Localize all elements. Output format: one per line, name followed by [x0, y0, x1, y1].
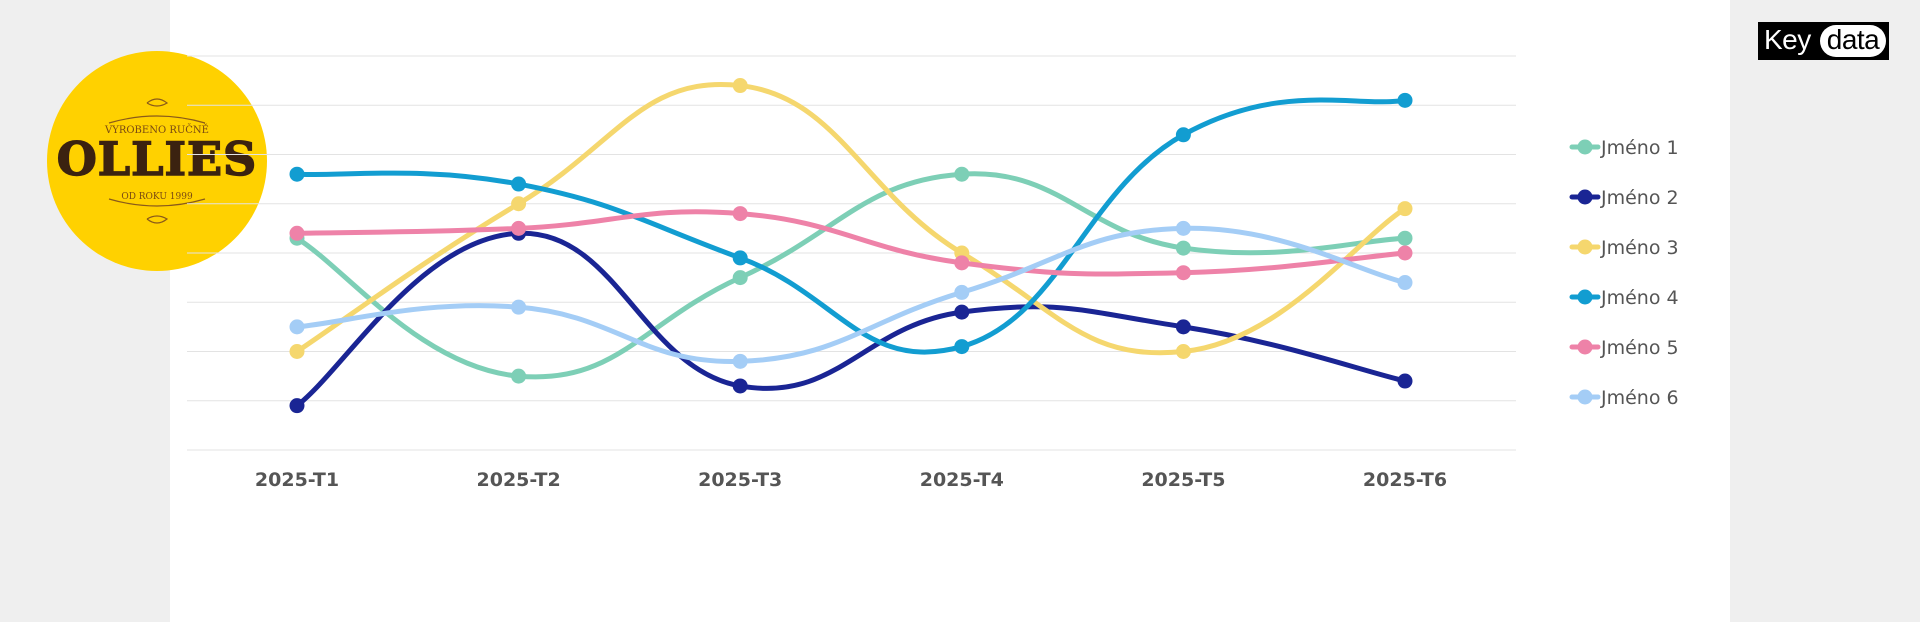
chart-x-axis: 2025-T1 2025-T2 2025-T3 2025-T4 2025-T5 2025-… [255, 469, 1447, 491]
x-tick-label: 2025-T6 [1363, 469, 1447, 491]
data-point-s3-6 [1397, 201, 1413, 217]
logo-top-text: VYROBENO RUČNĚ [104, 124, 209, 136]
ollies-logo: VYROBENO RUČNĚ OLLIES OD ROKU 1999 [47, 51, 267, 271]
legend-label: Jméno 2 [1600, 187, 1679, 209]
data-point-s6-3 [732, 353, 748, 369]
x-tick-label: 2025-T4 [920, 469, 1004, 491]
x-tick-label: 2025-T1 [255, 469, 339, 491]
data-point-s6-2 [511, 299, 527, 315]
data-point-s3-5 [1175, 344, 1191, 359]
series-line-2 [294, 230, 1408, 409]
legend-item-6: Jméno 6 [1569, 387, 1679, 409]
data-point-s6-6 [1397, 275, 1413, 291]
data-point-s6-4 [954, 284, 970, 300]
legend-swatch-marker [1577, 189, 1593, 205]
keydata-brand-badge: Key data [1758, 22, 1890, 60]
data-point-s2-6 [1397, 373, 1413, 389]
chart-panel [170, 0, 1730, 622]
chart-legend: Jméno 1 Jméno 2 Jméno 3 Jméno 4 Jméno 5 Jméno… [1569, 137, 1679, 409]
data-point-s4-6 [1397, 92, 1413, 108]
legend-item-3: Jméno 3 [1569, 237, 1679, 259]
legend-swatch-marker [1577, 289, 1593, 305]
data-point-s5-5 [1175, 265, 1191, 281]
logo-bottom-text: OD ROKU 1999 [121, 192, 193, 202]
data-point-s3-3 [732, 78, 748, 94]
data-point-s2-5 [1175, 319, 1191, 335]
data-point-s2-1 [289, 398, 305, 414]
data-point-s4-4 [954, 339, 970, 355]
series-line-6 [294, 225, 1408, 364]
data-point-s5-6 [1397, 245, 1413, 261]
series-line-5 [294, 209, 1408, 277]
data-point-s1-3 [732, 270, 748, 286]
chart-data-points [289, 78, 1413, 414]
data-point-s1-5 [1175, 240, 1191, 256]
brand-badge-right: data [1819, 25, 1887, 57]
legend-label: Jméno 6 [1600, 387, 1679, 409]
data-point-s6-1 [289, 319, 305, 335]
data-point-s5-2 [511, 220, 527, 236]
series-line-3 [294, 81, 1408, 356]
series-line-4 [294, 97, 1408, 355]
data-point-s5-1 [289, 225, 305, 241]
data-point-s2-3 [732, 378, 748, 394]
data-point-s1-4 [954, 166, 970, 182]
legend-label: Jméno 3 [1600, 237, 1679, 259]
legend-item-2: Jméno 2 [1569, 187, 1679, 209]
x-tick-label: 2025-T2 [477, 469, 561, 491]
chart-series-lines [294, 81, 1408, 409]
legend-swatch-marker [1577, 389, 1593, 405]
legend-label: Jméno 1 [1600, 137, 1679, 159]
data-point-s4-3 [732, 250, 748, 266]
data-point-s5-3 [732, 206, 748, 222]
data-point-s3-1 [289, 344, 305, 359]
data-point-s1-6 [1397, 230, 1413, 246]
legend-label: Jméno 4 [1600, 287, 1679, 309]
legend-item-1: Jméno 1 [1569, 137, 1679, 159]
data-point-s3-2 [511, 196, 527, 212]
data-point-s1-2 [511, 368, 527, 384]
data-point-s4-5 [1175, 127, 1191, 143]
legend-swatch-marker [1577, 139, 1593, 155]
legend-item-4: Jméno 4 [1569, 287, 1679, 309]
data-point-s4-1 [289, 166, 305, 182]
logo-wordmark: OLLIES [57, 132, 258, 186]
logo-circle [47, 51, 267, 271]
data-point-s4-2 [511, 176, 527, 192]
data-point-s2-4 [954, 304, 970, 320]
x-tick-label: 2025-T3 [698, 469, 782, 491]
series-line-1 [294, 171, 1408, 380]
brand-badge-left: Key [1758, 22, 1817, 60]
data-point-s6-5 [1175, 220, 1191, 236]
legend-swatch-marker [1577, 339, 1593, 355]
legend-swatch-marker [1577, 239, 1593, 255]
data-point-s5-4 [954, 255, 970, 271]
legend-label: Jméno 5 [1600, 337, 1679, 359]
x-tick-label: 2025-T5 [1141, 469, 1225, 491]
legend-item-5: Jméno 5 [1569, 337, 1679, 359]
